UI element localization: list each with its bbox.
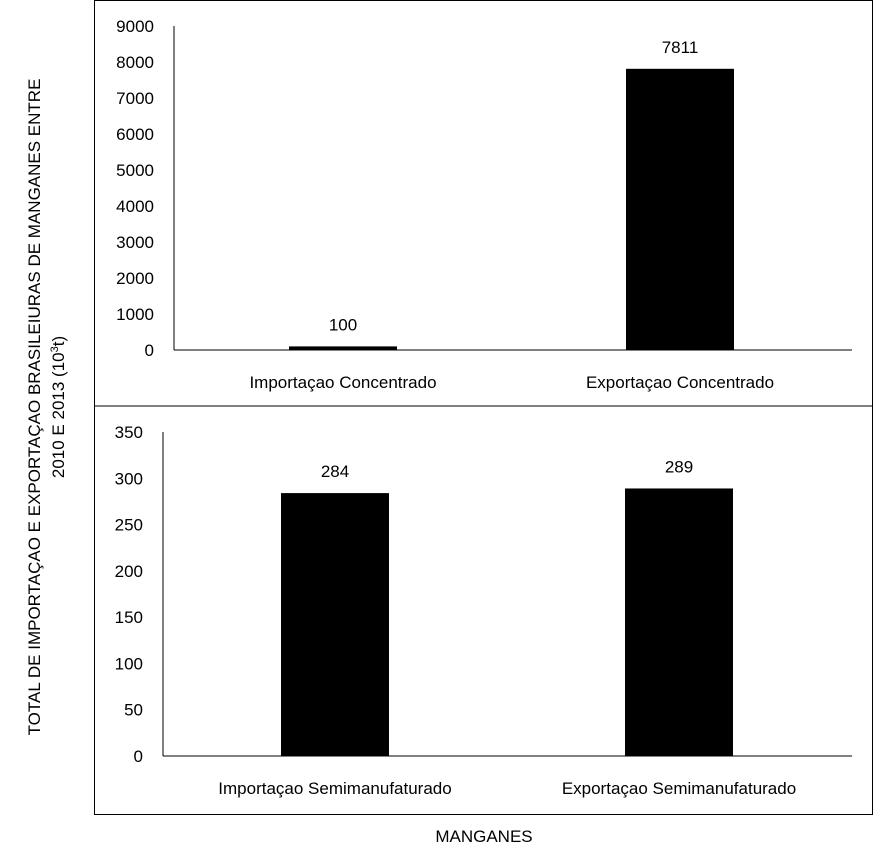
y-tick-label: 300	[115, 469, 143, 488]
y-tick-label: 200	[115, 562, 143, 581]
y-tick-label: 0	[134, 747, 143, 766]
y-tick-label: 3000	[116, 233, 154, 252]
y-tick-label: 100	[115, 654, 143, 673]
y-axis-title-line2: 2010 E 2013 (103t)	[49, 336, 68, 478]
y-axis-title-superscript: 3	[49, 346, 61, 352]
category-label: Exportaçao Semimanufaturado	[562, 779, 796, 798]
category-label: Exportaçao Concentrado	[586, 373, 774, 392]
y-tick-label: 6000	[116, 125, 154, 144]
y-tick-label: 1000	[116, 305, 154, 324]
y-tick-label: 250	[115, 516, 143, 535]
x-axis-title: MANGANES	[435, 827, 532, 846]
category-label: Importaçao Concentrado	[249, 373, 436, 392]
y-axis-title-line1: TOTAL DE IMPORTAÇAO E EXPORTAÇAO BRASILE…	[25, 79, 44, 736]
y-tick-label: 7000	[116, 89, 154, 108]
bar-1	[281, 493, 389, 756]
y-tick-label: 2000	[116, 269, 154, 288]
y-tick-label: 0	[145, 341, 154, 360]
data-label: 7811	[662, 38, 699, 57]
y-tick-label: 8000	[116, 53, 154, 72]
y-tick-label: 5000	[116, 161, 154, 180]
y-axis-title-line2-tail: t)	[49, 336, 68, 346]
y-tick-label: 4000	[116, 197, 154, 216]
bar-1	[289, 346, 397, 350]
data-label: 100	[329, 315, 357, 334]
top-panel: 0 1000 2000 3000 4000 5000 6000 7000 8000 9000 100…	[116, 17, 852, 392]
bar-2	[625, 488, 733, 756]
bottom-panel: 0 50 100 150 200 250 300 350 284 Importaçao Semim…	[115, 423, 852, 798]
data-label: 284	[321, 462, 349, 481]
category-label: Importaçao Semimanufaturado	[218, 779, 451, 798]
y-tick-label: 350	[115, 423, 143, 442]
y-tick-label: 9000	[116, 17, 154, 36]
bar-2	[626, 68, 734, 350]
figure-frame	[94, 0, 873, 815]
data-label: 289	[665, 457, 693, 476]
y-tick-label: 50	[124, 701, 143, 720]
y-axis-title-line2-main: 2010 E 2013 (10	[49, 352, 68, 478]
y-tick-label: 150	[115, 608, 143, 627]
